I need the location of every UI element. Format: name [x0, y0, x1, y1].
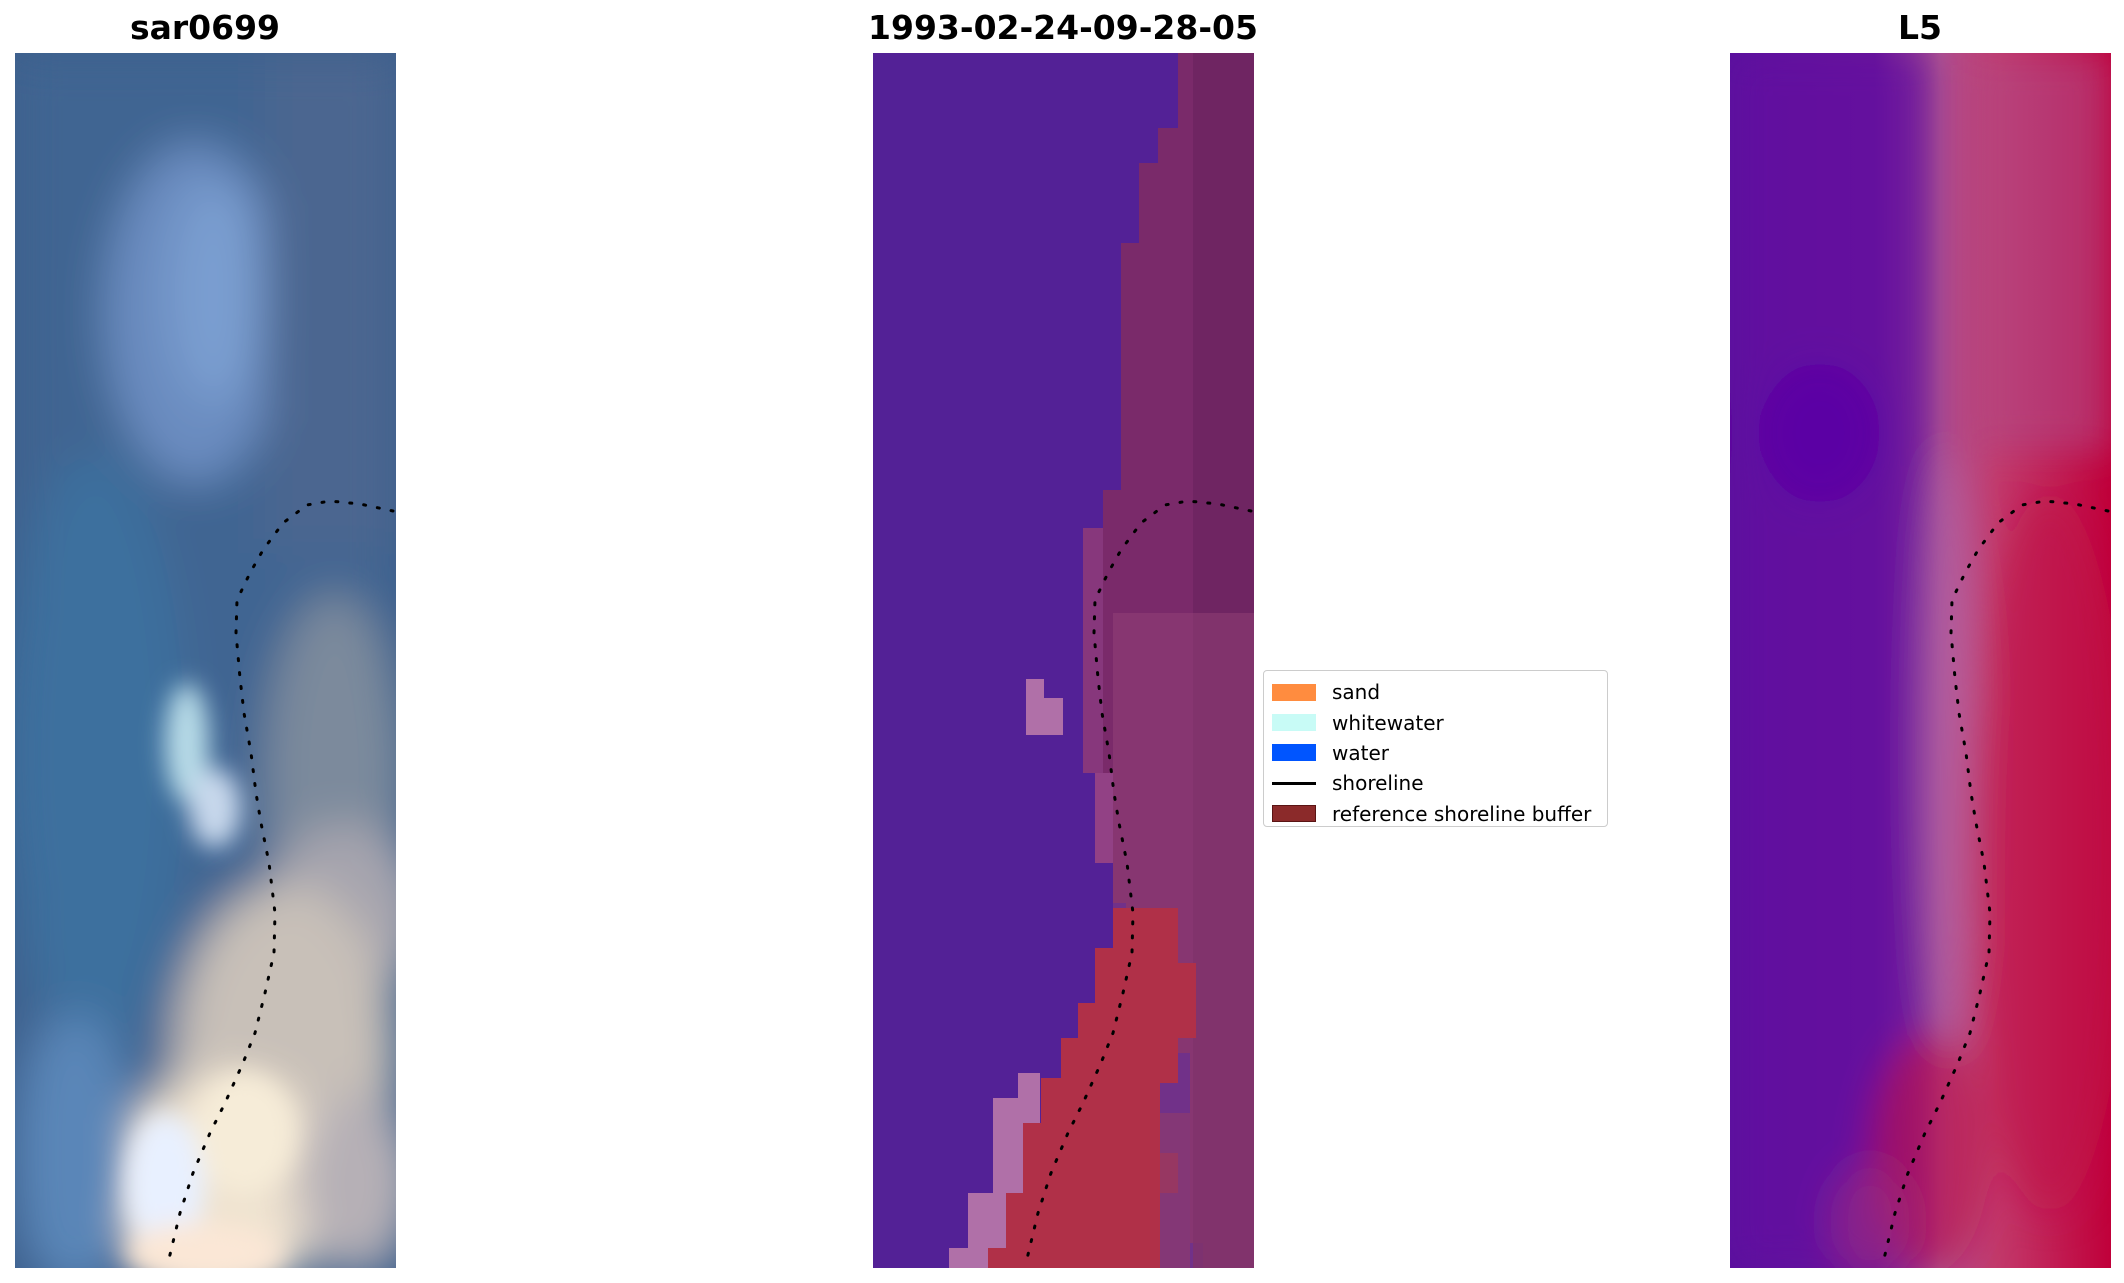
panel-title-rgb: sar0699 [129, 8, 281, 47]
water-swatch [1272, 744, 1316, 762]
panel-title-classification: 1993-02-24-09-28-05 [868, 8, 1258, 47]
rgb-image [15, 53, 396, 1268]
reference-buffer-swatch [1272, 805, 1316, 823]
classification-panel [873, 53, 1254, 1268]
index-image [1730, 53, 2111, 1268]
legend-item-water: water [1272, 738, 1599, 768]
panel-title-index: L5 [1898, 8, 1942, 47]
legend-item-whitewater: whitewater [1272, 707, 1599, 737]
classification-image [873, 53, 1254, 1268]
shoreline-line-icon [1272, 781, 1316, 785]
legend-label-shoreline: shoreline [1332, 771, 1424, 796]
legend: sand whitewater water shoreline referenc… [1263, 670, 1608, 827]
legend-item-sand: sand [1272, 677, 1599, 707]
index-panel [1730, 53, 2111, 1268]
legend-item-shoreline: shoreline [1272, 768, 1599, 798]
rgb-image-panel [15, 53, 396, 1268]
sand-swatch [1272, 683, 1316, 701]
legend-item-reference-buffer: reference shoreline buffer [1272, 799, 1599, 829]
whitewater-swatch [1272, 714, 1316, 732]
legend-label-whitewater: whitewater [1332, 710, 1444, 735]
legend-label-water: water [1332, 740, 1389, 765]
legend-label-reference-buffer: reference shoreline buffer [1332, 801, 1592, 826]
legend-label-sand: sand [1332, 680, 1381, 705]
